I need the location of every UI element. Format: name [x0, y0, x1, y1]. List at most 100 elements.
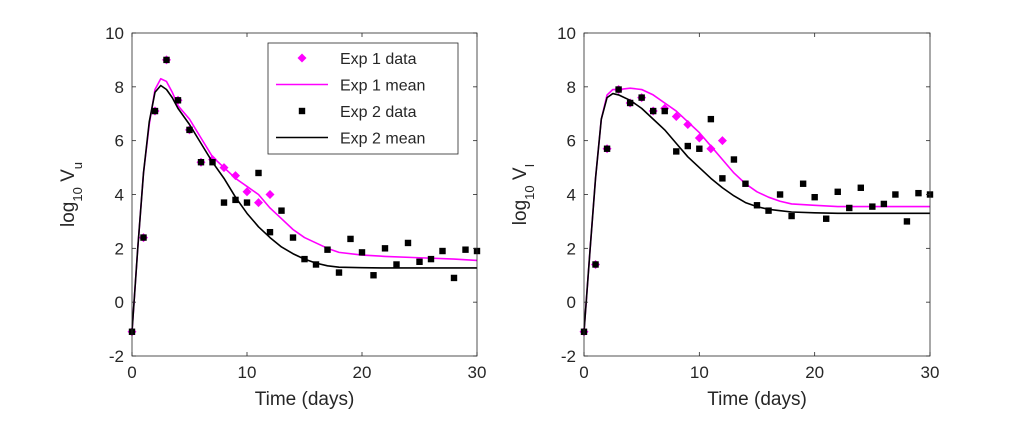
- legend-entry-4: Exp 2 mean: [340, 131, 425, 148]
- data-point-exp1: [706, 144, 716, 154]
- data-point-exp2: [823, 215, 830, 222]
- data-point-exp2: [335, 269, 343, 276]
- data-point-exp2: [151, 107, 159, 115]
- x-axis-label: Time (days): [707, 389, 807, 410]
- data-point-exp2: [347, 235, 354, 243]
- data-point-exp2: [811, 193, 818, 201]
- data-point-exp2: [684, 142, 691, 150]
- data-point-exp2: [857, 184, 864, 191]
- x-tick-label: 10: [690, 363, 709, 382]
- data-point-exp1: [242, 187, 252, 197]
- data-point-exp2: [324, 246, 331, 253]
- y-tick-label: 0: [115, 293, 124, 312]
- data-point-exp2: [220, 199, 228, 206]
- data-point-exp2: [266, 228, 274, 236]
- data-point-exp2: [592, 261, 599, 268]
- y-tick-label: 2: [115, 239, 124, 258]
- y-axis-label: log10 VI: [510, 164, 537, 225]
- data-point-exp2: [776, 191, 784, 198]
- data-point-exp2: [174, 97, 182, 104]
- x-tick-label: 0: [579, 363, 588, 382]
- y-tick-label: 6: [567, 132, 576, 151]
- x-tick-label: 20: [353, 363, 372, 382]
- x-tick-label: 30: [921, 363, 940, 382]
- y-tick-label: 10: [557, 24, 576, 43]
- data-point-exp2: [696, 145, 703, 152]
- legend: Exp 1 data Exp 1 mean Exp 2 data Exp 2 mean: [267, 42, 459, 155]
- data-point-exp1: [254, 198, 263, 208]
- data-point-exp2: [232, 196, 239, 204]
- data-point-exp2: [255, 169, 262, 177]
- y-tick-label: 8: [567, 78, 576, 97]
- y-tick-label: 8: [115, 78, 124, 97]
- data-point-exp2: [243, 199, 251, 206]
- data-point-exp2: [370, 272, 377, 279]
- plot-area: [584, 33, 930, 356]
- data-point-exp2: [638, 94, 645, 101]
- data-point-exp2: [661, 107, 668, 115]
- y-tick-label: -2: [561, 347, 576, 366]
- y-tick-label: 10: [105, 24, 124, 43]
- legend-entry-2: Exp 1 mean: [340, 78, 425, 95]
- data-point-exp2: [730, 156, 738, 163]
- data-point-exp2: [416, 258, 423, 265]
- data-point-exp2: [197, 159, 205, 166]
- data-point-exp2: [799, 180, 807, 187]
- data-point-exp2: [427, 255, 435, 263]
- data-point-exp2: [312, 261, 320, 268]
- data-point-exp2: [140, 234, 147, 241]
- x-tick-label: 20: [805, 363, 824, 382]
- x-axis-label: Time (days): [255, 389, 355, 410]
- legend-marker-diamond: [297, 53, 307, 63]
- data-point-exp2: [915, 189, 922, 197]
- series-line-4: [583, 92, 930, 332]
- data-point-exp2: [615, 86, 622, 93]
- data-point-exp2: [289, 234, 297, 241]
- series-line-2: [131, 77, 478, 332]
- data-point-exp2: [278, 207, 285, 214]
- data-point-exp1: [683, 120, 693, 130]
- data-point-exp2: [880, 200, 888, 208]
- legend-box: [267, 42, 459, 155]
- y-axis-label: log10 Vu: [58, 162, 85, 227]
- data-point-exp2: [765, 207, 772, 214]
- data-point-exp2: [903, 218, 911, 225]
- data-point-exp1: [717, 136, 727, 146]
- legend-entry-3: Exp 2 data: [340, 104, 417, 121]
- data-point-exp2: [381, 245, 389, 252]
- data-point-exp2: [404, 239, 412, 247]
- y-tick-label: 6: [115, 132, 124, 151]
- y-tick-label: 2: [567, 239, 576, 258]
- x-tick-label: 30: [468, 363, 487, 382]
- data-point-exp2: [707, 115, 715, 123]
- data-point-exp2: [834, 188, 841, 196]
- series-line-4: [131, 84, 477, 332]
- data-point-exp1: [231, 171, 240, 181]
- data-layer: [579, 85, 934, 337]
- data-point-exp2: [393, 261, 400, 268]
- data-layer: [127, 55, 481, 337]
- data-point-exp1: [265, 190, 275, 199]
- data-point-exp2: [626, 99, 634, 107]
- x-tick-label: 0: [127, 363, 136, 382]
- y-tick-label: 0: [567, 293, 576, 312]
- data-point-exp2: [358, 249, 366, 256]
- data-point-exp2: [186, 126, 193, 134]
- data-point-exp2: [753, 202, 761, 209]
- series-line-2: [583, 87, 930, 332]
- data-point-exp2: [892, 191, 899, 198]
- data-point-exp2: [439, 247, 446, 255]
- y-tick-label: 4: [567, 186, 576, 205]
- data-point-exp2: [650, 107, 657, 115]
- data-point-exp2: [462, 246, 469, 253]
- data-point-exp2: [719, 175, 726, 182]
- x-tick-label: 10: [238, 363, 257, 382]
- data-point-exp2: [673, 148, 680, 155]
- y-tick-label: -2: [109, 347, 124, 366]
- legend-marker-square: [298, 107, 306, 115]
- data-point-exp2: [450, 274, 458, 282]
- y-tick-label: 4: [115, 186, 124, 205]
